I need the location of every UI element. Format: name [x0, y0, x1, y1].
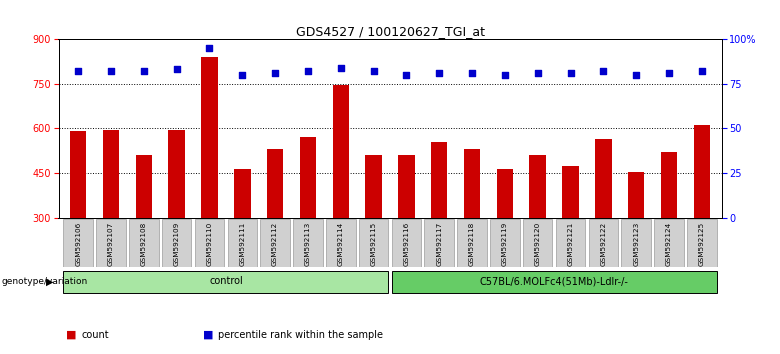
Point — [367, 68, 380, 74]
Bar — [490, 219, 519, 267]
Text: count: count — [82, 330, 109, 339]
Bar — [530, 155, 546, 218]
Point — [236, 72, 249, 78]
Text: GSM592123: GSM592123 — [633, 221, 639, 266]
Text: GSM592114: GSM592114 — [338, 221, 344, 266]
Text: GSM592109: GSM592109 — [174, 221, 179, 266]
Point — [663, 70, 675, 76]
Point — [564, 70, 576, 76]
Bar — [622, 219, 651, 267]
Bar — [589, 219, 618, 267]
Text: ■: ■ — [203, 330, 213, 339]
Text: GSM592122: GSM592122 — [601, 221, 606, 266]
Point — [335, 65, 347, 70]
Point — [531, 70, 544, 76]
Bar — [326, 219, 356, 267]
Text: control: control — [209, 276, 243, 286]
Point — [105, 68, 117, 74]
Bar — [103, 130, 119, 218]
Bar — [555, 219, 585, 267]
Bar — [399, 155, 415, 218]
Bar — [234, 169, 250, 218]
Bar — [464, 149, 480, 218]
Bar — [261, 219, 290, 267]
Bar — [162, 219, 191, 267]
Text: GSM592120: GSM592120 — [535, 221, 541, 266]
Text: GSM592108: GSM592108 — [141, 221, 147, 266]
Bar — [497, 169, 513, 218]
Bar — [300, 137, 316, 218]
Bar — [628, 172, 644, 218]
Point — [466, 70, 478, 76]
Point — [597, 68, 610, 74]
Bar — [654, 219, 684, 267]
Bar — [365, 155, 381, 218]
Text: ▶: ▶ — [45, 276, 53, 286]
Text: genotype/variation: genotype/variation — [2, 277, 88, 286]
Bar — [63, 271, 388, 293]
Bar — [332, 85, 349, 218]
Text: GSM592119: GSM592119 — [502, 221, 508, 266]
Bar — [168, 130, 185, 218]
Text: GSM592124: GSM592124 — [666, 221, 672, 266]
Bar — [523, 219, 552, 267]
Bar — [129, 219, 158, 267]
Bar — [70, 131, 87, 218]
Bar — [392, 219, 421, 267]
Bar — [457, 219, 487, 267]
Point — [137, 68, 150, 74]
Point — [498, 72, 511, 78]
Bar — [228, 219, 257, 267]
Text: GSM592111: GSM592111 — [239, 221, 245, 266]
Bar — [424, 219, 454, 267]
Text: GSM592116: GSM592116 — [403, 221, 410, 266]
Point — [204, 45, 216, 51]
Bar — [661, 152, 677, 218]
Text: GSM592125: GSM592125 — [699, 221, 705, 266]
Point — [433, 70, 445, 76]
Bar — [63, 219, 93, 267]
Point — [696, 68, 708, 74]
Text: GSM592118: GSM592118 — [469, 221, 475, 266]
Text: GSM592110: GSM592110 — [207, 221, 212, 266]
Text: GSM592115: GSM592115 — [370, 221, 377, 266]
Text: GSM592106: GSM592106 — [75, 221, 81, 266]
Point — [269, 70, 282, 76]
Bar — [201, 57, 218, 218]
Point — [72, 68, 84, 74]
Text: GSM592107: GSM592107 — [108, 221, 114, 266]
Bar — [267, 149, 283, 218]
Point — [302, 68, 314, 74]
Bar — [136, 155, 152, 218]
Bar — [195, 219, 225, 267]
Text: C57BL/6.MOLFc4(51Mb)-Ldlr-/-: C57BL/6.MOLFc4(51Mb)-Ldlr-/- — [480, 276, 629, 286]
Bar — [562, 166, 579, 218]
Text: GSM592113: GSM592113 — [305, 221, 311, 266]
Bar — [595, 139, 612, 218]
Text: percentile rank within the sample: percentile rank within the sample — [218, 330, 384, 339]
Title: GDS4527 / 100120627_TGI_at: GDS4527 / 100120627_TGI_at — [296, 25, 484, 38]
Bar — [693, 125, 710, 218]
Point — [630, 72, 643, 78]
Point — [400, 72, 413, 78]
Bar — [392, 271, 717, 293]
Text: GSM592121: GSM592121 — [568, 221, 573, 266]
Bar — [359, 219, 388, 267]
Bar — [687, 219, 717, 267]
Text: GSM592117: GSM592117 — [436, 221, 442, 266]
Text: GSM592112: GSM592112 — [272, 221, 278, 266]
Bar — [293, 219, 323, 267]
Text: ■: ■ — [66, 330, 76, 339]
Bar — [96, 219, 126, 267]
Point — [170, 67, 183, 72]
Bar — [431, 142, 448, 218]
